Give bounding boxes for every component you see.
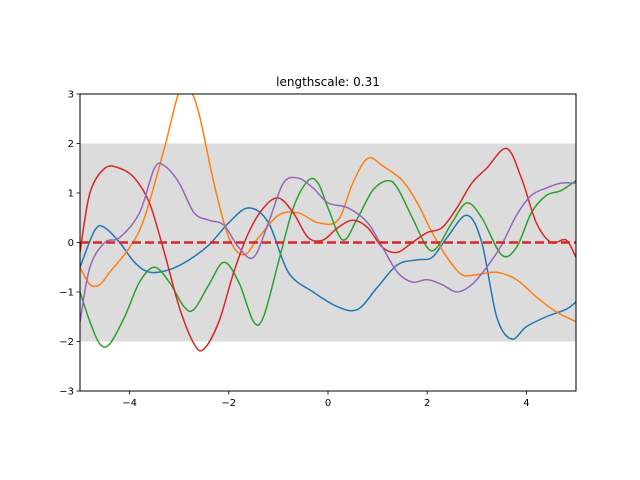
- y-tick-label: 1: [68, 189, 74, 200]
- chart-title: lengthscale: 0.31: [276, 75, 380, 89]
- x-tick-label: −2: [221, 398, 236, 409]
- series-line-2: [80, 94, 576, 323]
- x-tick-label: −4: [122, 398, 137, 409]
- x-tick-label: 2: [424, 398, 430, 409]
- series-line-1: [80, 207, 576, 340]
- series-layer: [80, 94, 576, 352]
- series-line-3: [80, 177, 576, 348]
- x-tick-label: 0: [325, 398, 331, 409]
- y-tick-label: −3: [59, 387, 74, 398]
- y-tick-label: −2: [59, 337, 74, 348]
- y-tick-label: 0: [68, 238, 74, 249]
- x-axis: −4 −2 0 2 4: [122, 391, 530, 409]
- y-tick-label: 3: [68, 90, 74, 101]
- series-line-5: [80, 162, 576, 323]
- y-axis: −3 −2 −1 0 1 2 3: [59, 90, 80, 398]
- y-tick-label: 2: [68, 139, 74, 150]
- x-tick-label: 4: [523, 398, 529, 409]
- series-line-4: [80, 147, 576, 352]
- y-tick-label: −1: [59, 288, 74, 299]
